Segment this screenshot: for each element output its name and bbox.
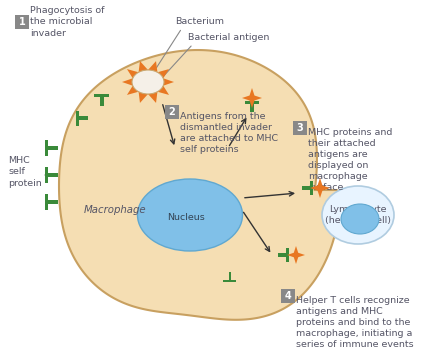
Polygon shape	[79, 116, 88, 120]
FancyBboxPatch shape	[281, 289, 295, 303]
Polygon shape	[287, 246, 305, 264]
Polygon shape	[48, 173, 58, 177]
Polygon shape	[302, 187, 310, 190]
Text: Nucleus: Nucleus	[167, 214, 205, 222]
Polygon shape	[45, 194, 48, 210]
Polygon shape	[76, 111, 79, 126]
Polygon shape	[48, 200, 58, 204]
Polygon shape	[48, 146, 58, 150]
Ellipse shape	[132, 70, 164, 94]
Polygon shape	[122, 61, 174, 103]
Polygon shape	[250, 104, 254, 112]
Text: 1: 1	[19, 17, 26, 27]
Polygon shape	[242, 88, 262, 108]
Polygon shape	[245, 101, 259, 104]
Ellipse shape	[341, 204, 379, 234]
Text: Phagocytosis of
the microbial
invader: Phagocytosis of the microbial invader	[30, 6, 105, 38]
Polygon shape	[278, 253, 286, 256]
Polygon shape	[310, 178, 330, 198]
FancyBboxPatch shape	[15, 15, 29, 29]
Polygon shape	[224, 280, 236, 282]
Polygon shape	[45, 140, 48, 156]
Text: Macrophage: Macrophage	[84, 205, 146, 215]
Text: Bacterium: Bacterium	[175, 17, 224, 26]
FancyBboxPatch shape	[165, 105, 179, 119]
Text: Lymphocyte
(helper T cell): Lymphocyte (helper T cell)	[325, 205, 391, 225]
Polygon shape	[310, 181, 313, 195]
Polygon shape	[59, 50, 338, 320]
Text: 2: 2	[169, 107, 176, 117]
Ellipse shape	[138, 179, 243, 251]
Text: Helper T cells recognize
antigens and MHC
proteins and bind to the
macrophage, i: Helper T cells recognize antigens and MH…	[296, 296, 414, 348]
Text: Antigens from the
dismantled invader
are attached to MHC
self proteins: Antigens from the dismantled invader are…	[180, 112, 278, 154]
Polygon shape	[100, 97, 104, 106]
Polygon shape	[45, 167, 48, 183]
Polygon shape	[229, 272, 232, 280]
Text: 3: 3	[297, 123, 303, 133]
Ellipse shape	[322, 186, 394, 244]
FancyBboxPatch shape	[293, 121, 307, 135]
Polygon shape	[94, 94, 110, 97]
Polygon shape	[286, 248, 289, 262]
Text: MHC
self
protein: MHC self protein	[8, 156, 42, 188]
Text: Bacterial antigen: Bacterial antigen	[188, 33, 269, 42]
Text: MHC proteins and
their attached
antigens are
displayed on
macrophage
surface: MHC proteins and their attached antigens…	[308, 128, 392, 192]
Text: 4: 4	[285, 291, 292, 301]
